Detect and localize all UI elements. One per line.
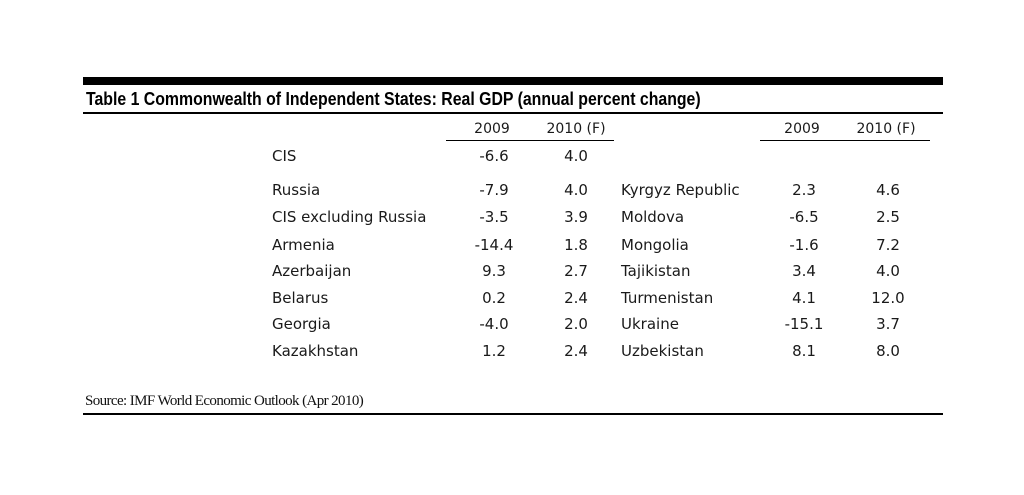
top-thick-rule: [83, 77, 943, 85]
left-row-value-2009: -3.5: [479, 208, 509, 226]
table-title: Table 1 Commonwealth of Independent Stat…: [86, 89, 701, 109]
left-row-value-2009: 0.2: [482, 289, 506, 307]
right-row-value-2009: 4.1: [792, 289, 816, 307]
left-header-2010f: 2010 (F): [546, 121, 606, 137]
right-row-value-2009: 2.3: [792, 181, 816, 199]
left-row-value-2010: 2.7: [564, 262, 588, 280]
right-row-value-2009: -15.1: [784, 315, 824, 333]
left-row-value-2010: 4.0: [564, 181, 588, 199]
right-row-value-2009: 8.1: [792, 342, 816, 360]
bottom-rule: [83, 413, 943, 415]
left-row-value-2010: 3.9: [564, 208, 588, 226]
right-row-name: Tajikistan: [621, 262, 691, 280]
left-row-value-2010: 2.0: [564, 315, 588, 333]
left-row-name: Kazakhstan: [272, 342, 359, 360]
left-row-name: Azerbaijan: [272, 262, 352, 280]
source-note: Source: IMF World Economic Outlook (Apr …: [85, 393, 364, 409]
left-header-rule: [446, 140, 614, 141]
left-row-name: CIS excluding Russia: [272, 208, 427, 226]
left-row-name: Armenia: [272, 236, 335, 254]
left-row-value-2010: 2.4: [564, 342, 588, 360]
left-row-value-2010: 1.8: [564, 236, 588, 254]
right-row-value-2010: 8.0: [876, 342, 900, 360]
left-row-name: Georgia: [272, 315, 331, 333]
right-row-name: Mongolia: [621, 236, 689, 254]
left-row-value-2010: 2.4: [564, 289, 588, 307]
right-row-value-2010: 12.0: [871, 289, 905, 307]
left-row-value-2009: -7.9: [479, 181, 509, 199]
right-row-value-2010: 2.5: [876, 208, 900, 226]
right-row-value-2009: -6.5: [789, 208, 819, 226]
right-row-value-2009: 3.4: [792, 262, 816, 280]
right-row-value-2010: 3.7: [876, 315, 900, 333]
right-row-value-2010: 7.2: [876, 236, 900, 254]
right-row-value-2010: 4.6: [876, 181, 900, 199]
left-row-value-2009: 1.2: [482, 342, 506, 360]
cis-value-2010: 4.0: [564, 147, 588, 165]
left-row-value-2009: -14.4: [474, 236, 514, 254]
row-name-cis: CIS: [272, 147, 297, 165]
right-row-name: Kyrgyz Republic: [621, 181, 740, 199]
cis-value-2009: -6.6: [479, 147, 509, 165]
right-row-name: Moldova: [621, 208, 685, 226]
left-row-name: Russia: [272, 181, 321, 199]
right-row-value-2009: -1.6: [789, 236, 819, 254]
right-row-name: Uzbekistan: [621, 342, 704, 360]
right-header-rule: [760, 140, 930, 141]
right-header-2010f: 2010 (F): [856, 121, 916, 137]
right-row-name: Turmenistan: [621, 289, 714, 307]
left-row-value-2009: -4.0: [479, 315, 509, 333]
title-underline: [83, 112, 943, 114]
left-header-2009: 2009: [474, 121, 510, 137]
right-row-value-2010: 4.0: [876, 262, 900, 280]
left-row-value-2009: 9.3: [482, 262, 506, 280]
left-row-name: Belarus: [272, 289, 329, 307]
right-header-2009: 2009: [784, 121, 820, 137]
right-row-name: Ukraine: [621, 315, 679, 333]
